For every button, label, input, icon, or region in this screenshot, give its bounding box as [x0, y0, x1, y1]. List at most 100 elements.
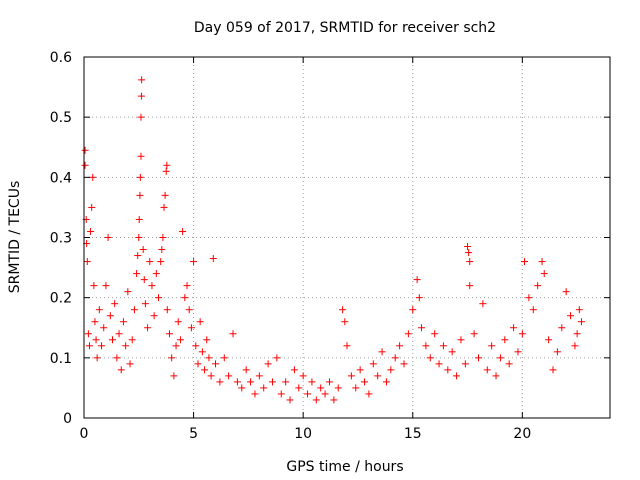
- data-point: [88, 203, 96, 211]
- data-point: [334, 384, 342, 392]
- data-point: [571, 342, 579, 350]
- data-point: [444, 366, 452, 374]
- data-point: [150, 312, 158, 320]
- data-point: [198, 348, 206, 356]
- data-point: [290, 366, 298, 374]
- data-point: [161, 191, 169, 199]
- data-point: [352, 384, 360, 392]
- data-point: [83, 258, 91, 266]
- data-point: [413, 276, 421, 284]
- x-tick-label: 15: [404, 426, 422, 442]
- data-point: [196, 318, 204, 326]
- data-point: [521, 258, 529, 266]
- data-point: [578, 318, 586, 326]
- data-point: [496, 354, 504, 362]
- data-point: [465, 249, 473, 257]
- x-tick-label: 0: [80, 426, 89, 442]
- data-point: [483, 366, 491, 374]
- data-point: [238, 384, 246, 392]
- data-point: [181, 294, 189, 302]
- data-point: [545, 336, 553, 344]
- data-point: [330, 396, 338, 404]
- data-point: [135, 215, 143, 223]
- data-point: [163, 306, 171, 314]
- data-point: [501, 336, 509, 344]
- data-point: [233, 378, 241, 386]
- y-tick-label: 0.1: [50, 351, 72, 367]
- data-point: [567, 312, 575, 320]
- chart-title: Day 059 of 2017, SRMTID for receiver sch…: [194, 20, 496, 36]
- data-point: [100, 324, 108, 332]
- data-point: [122, 342, 130, 350]
- data-point: [84, 330, 92, 338]
- data-point: [464, 243, 472, 251]
- data-point: [192, 342, 200, 350]
- data-point: [144, 324, 152, 332]
- data-point: [113, 354, 121, 362]
- data-point: [148, 282, 156, 290]
- data-point: [457, 336, 465, 344]
- data-point: [387, 366, 395, 374]
- data-point: [102, 282, 110, 290]
- data-point: [431, 330, 439, 338]
- data-point: [369, 360, 377, 368]
- data-point: [91, 318, 99, 326]
- data-point: [137, 92, 145, 100]
- data-point: [558, 324, 566, 332]
- y-tick-label: 0: [63, 411, 72, 427]
- data-point: [95, 306, 103, 314]
- data-point: [134, 252, 142, 260]
- data-point: [172, 342, 180, 350]
- data-point: [391, 354, 399, 362]
- data-point: [81, 146, 89, 154]
- data-point: [139, 246, 147, 254]
- data-point: [174, 318, 182, 326]
- data-point: [317, 384, 325, 392]
- data-point: [128, 336, 136, 344]
- data-point: [242, 366, 250, 374]
- data-point: [98, 342, 106, 350]
- data-point: [439, 342, 447, 350]
- data-point: [136, 173, 144, 181]
- data-point: [268, 378, 276, 386]
- data-point: [140, 276, 148, 284]
- data-point: [138, 76, 146, 84]
- data-point: [81, 161, 89, 169]
- data-point: [194, 360, 202, 368]
- data-point: [470, 330, 478, 338]
- data-point: [382, 378, 390, 386]
- data-point: [361, 378, 369, 386]
- data-point: [141, 300, 149, 308]
- data-point: [159, 234, 167, 241]
- data-point: [136, 191, 144, 199]
- data-point: [466, 282, 474, 290]
- data-point: [510, 324, 518, 332]
- data-point: [155, 294, 163, 302]
- data-point: [137, 152, 145, 160]
- data-point: [264, 360, 272, 368]
- data-point: [553, 348, 561, 356]
- data-point: [255, 372, 263, 380]
- data-point: [152, 270, 160, 278]
- data-point: [312, 396, 320, 404]
- data-point: [479, 300, 487, 308]
- data-point: [183, 282, 191, 290]
- data-point: [448, 348, 456, 356]
- data-point: [374, 372, 382, 380]
- y-tick-label: 0.3: [50, 231, 72, 247]
- data-point: [158, 246, 166, 254]
- data-point: [162, 167, 170, 175]
- y-tick-label: 0.5: [50, 110, 72, 126]
- data-point: [418, 324, 426, 332]
- data-point: [286, 396, 294, 404]
- data-point: [400, 360, 408, 368]
- y-tick-label: 0.2: [50, 291, 72, 307]
- data-point: [157, 258, 165, 266]
- data-point: [170, 372, 178, 380]
- data-point: [133, 270, 141, 278]
- data-point: [126, 360, 134, 368]
- data-point: [108, 336, 116, 344]
- data-point: [247, 378, 255, 386]
- data-point: [130, 306, 138, 314]
